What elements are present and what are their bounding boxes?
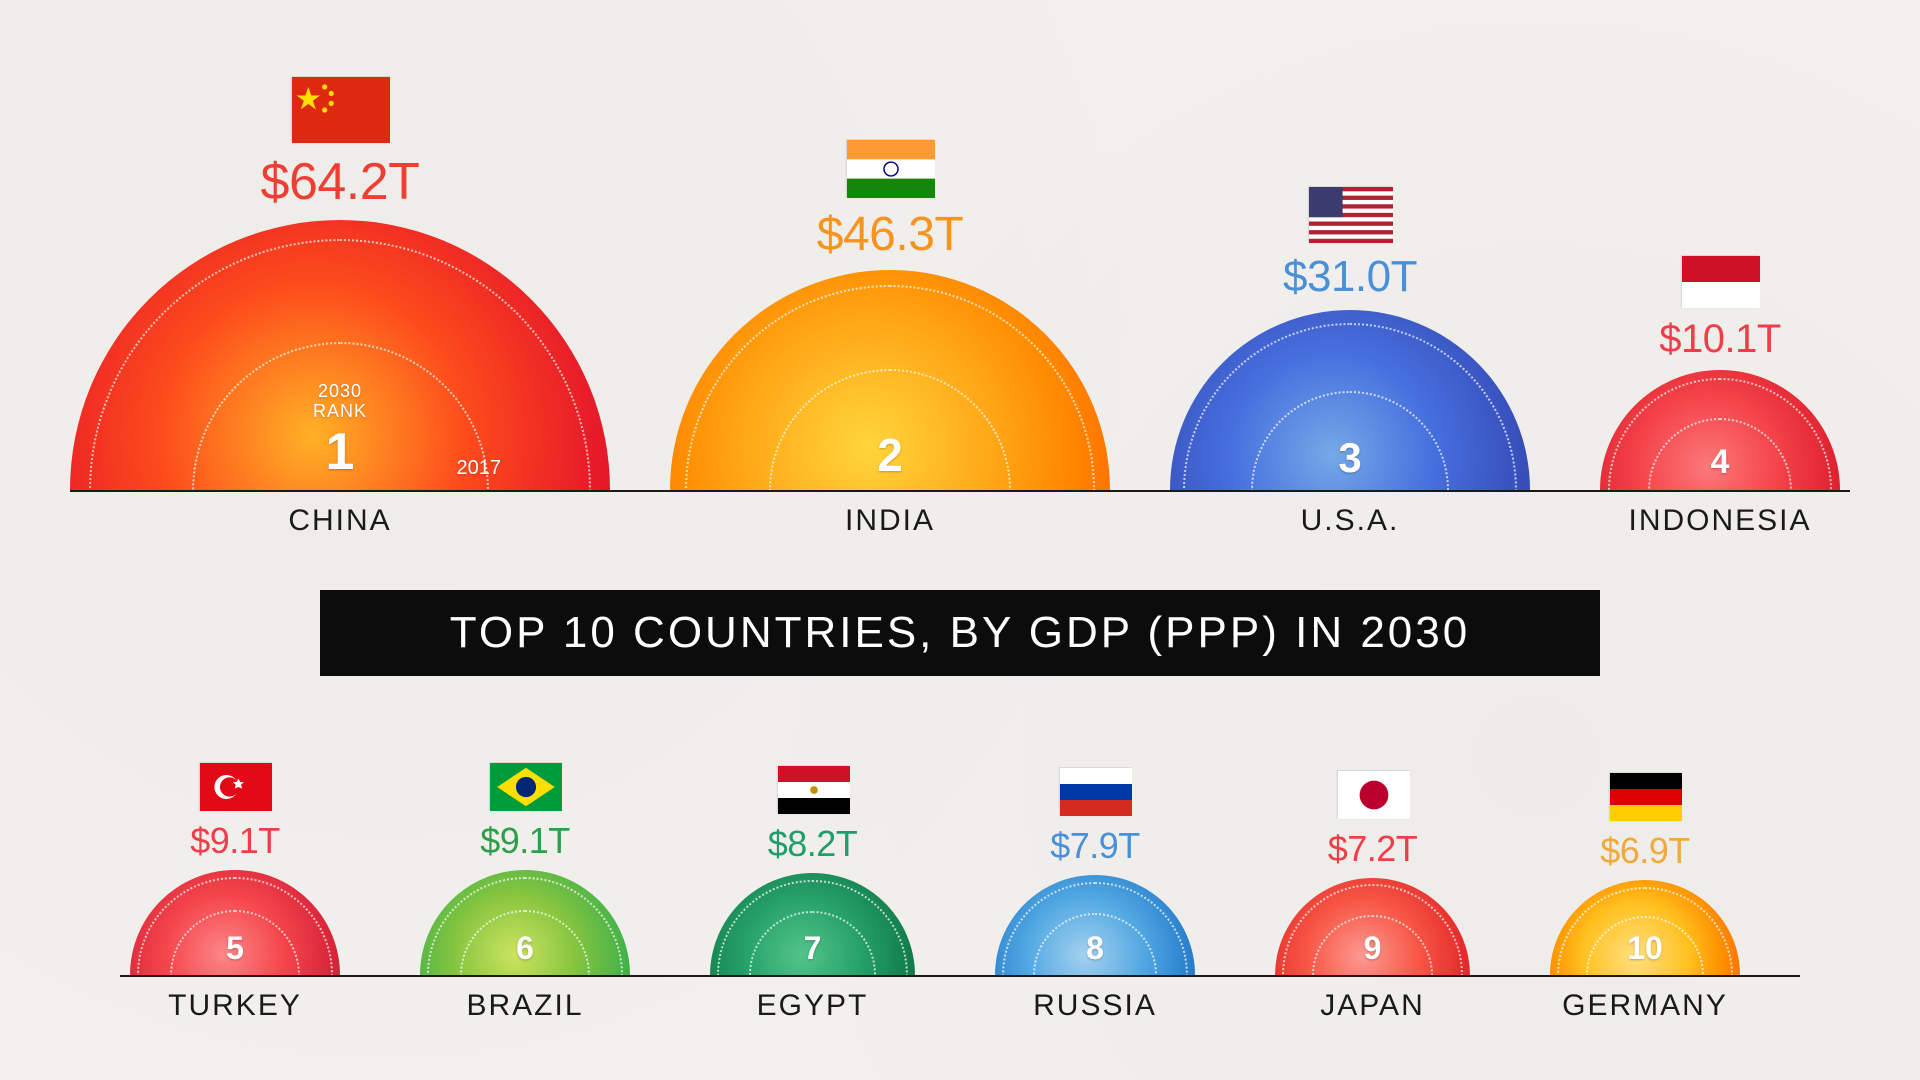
country-label: TURKEY	[85, 989, 385, 1023]
rank-number: 6	[420, 930, 630, 967]
gdp-semicircle: 6	[420, 870, 630, 975]
bottom-row	[120, 975, 1800, 977]
gdp-semicircle: 3	[1170, 310, 1530, 490]
flag-icon	[777, 765, 849, 813]
country-label: GERMANY	[1495, 989, 1795, 1023]
gdp-value: $10.1T	[1659, 317, 1781, 362]
gdp-semicircle: 8	[995, 875, 1195, 975]
country-label: BRAZIL	[375, 989, 675, 1023]
rank-number: 10	[1550, 930, 1740, 967]
rank-number: 7	[710, 930, 915, 967]
country-item: $7.9T8RUSSIA	[995, 767, 1195, 975]
country-item: $64.2T12030RANK2017CHINA	[70, 76, 610, 490]
country-item: $9.1T6BRAZIL	[420, 762, 630, 975]
gdp-semicircle: 12030RANK 2017	[70, 220, 610, 490]
rank-number: 8	[995, 930, 1195, 967]
country-label: INDONESIA	[1570, 504, 1870, 538]
rank-number: 4	[1600, 443, 1840, 482]
flag-icon	[1308, 186, 1392, 242]
gdp-value: $7.9T	[1050, 825, 1140, 867]
gdp-value: $46.3T	[817, 207, 963, 262]
flag-icon	[1059, 767, 1131, 815]
rank-number: 9	[1275, 930, 1470, 967]
gdp-value: $64.2T	[261, 152, 420, 212]
country-label: CHINA	[190, 504, 490, 538]
country-label: U.S.A.	[1200, 504, 1500, 538]
country-item: $10.1T4INDONESIA	[1600, 255, 1840, 490]
country-item: $7.2T9JAPAN	[1275, 770, 1470, 976]
flag-icon	[846, 139, 934, 197]
rank-number: 3	[1170, 434, 1530, 482]
gdp-semicircle: 2	[670, 270, 1110, 490]
flag-icon	[489, 762, 561, 810]
year-marker: 2017	[457, 457, 502, 480]
country-label: JAPAN	[1223, 989, 1523, 1023]
country-label: RUSSIA	[945, 989, 1245, 1023]
flag-icon	[1681, 255, 1759, 307]
title-text: TOP 10 COUNTRIES, BY GDP (PPP) IN 2030	[450, 608, 1470, 657]
gdp-value: $9.1T	[190, 820, 280, 862]
gdp-semicircle: 9	[1275, 878, 1470, 976]
gdp-semicircle: 4	[1600, 370, 1840, 490]
gdp-value: $8.2T	[768, 823, 858, 865]
rank-number: 5	[130, 930, 340, 967]
flag-icon	[1609, 772, 1681, 820]
flag-icon	[291, 76, 389, 142]
country-label: EGYPT	[663, 989, 963, 1023]
gdp-semicircle: 7	[710, 873, 915, 976]
top-row	[70, 490, 1850, 492]
gdp-semicircle: 10	[1550, 880, 1740, 975]
rank-label: 2030RANK	[300, 382, 380, 422]
gdp-semicircle: 5	[130, 870, 340, 975]
country-item: $46.3T2INDIA	[670, 139, 1110, 490]
gdp-value: $6.9T	[1600, 830, 1690, 872]
gdp-value: $9.1T	[480, 820, 570, 862]
country-item: $31.0T3U.S.A.	[1170, 186, 1530, 490]
rank-number: 1	[70, 422, 610, 482]
country-item: $9.1T5TURKEY	[130, 762, 340, 975]
country-label: INDIA	[740, 504, 1040, 538]
gdp-value: $31.0T	[1283, 252, 1417, 302]
country-item: $6.9T10GERMANY	[1550, 772, 1740, 975]
flag-icon	[199, 762, 271, 810]
title-bar: TOP 10 COUNTRIES, BY GDP (PPP) IN 2030	[320, 590, 1600, 676]
gdp-value: $7.2T	[1328, 828, 1418, 870]
country-item: $8.2T7EGYPT	[710, 765, 915, 976]
rank-number: 2	[670, 428, 1110, 482]
flag-icon	[1337, 770, 1409, 818]
